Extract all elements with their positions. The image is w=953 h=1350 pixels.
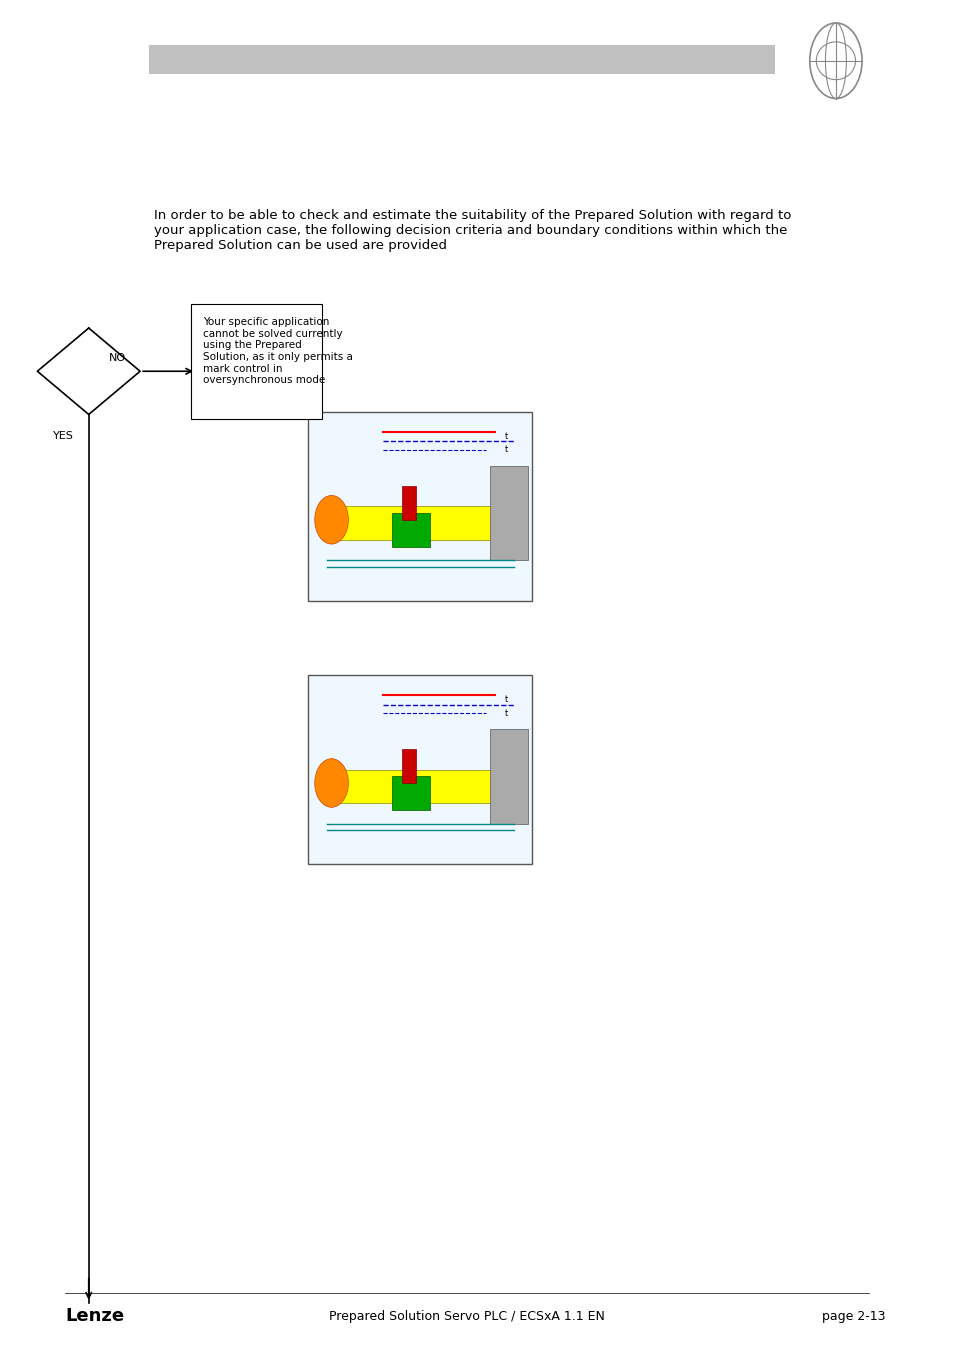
FancyBboxPatch shape — [401, 749, 416, 783]
Text: NO: NO — [109, 354, 126, 363]
FancyBboxPatch shape — [192, 304, 322, 418]
Text: Prepared Solution Servo PLC / ECSxA 1.1 EN: Prepared Solution Servo PLC / ECSxA 1.1 … — [329, 1310, 604, 1323]
Text: YES: YES — [52, 431, 73, 440]
Text: Your specific application
cannot be solved currently
using the Prepared
Solution: Your specific application cannot be solv… — [202, 317, 353, 385]
Text: page 2-13: page 2-13 — [821, 1310, 884, 1323]
Text: Lenze: Lenze — [66, 1307, 125, 1326]
Text: t: t — [504, 709, 507, 717]
Text: t: t — [504, 432, 507, 440]
FancyBboxPatch shape — [150, 45, 775, 74]
FancyBboxPatch shape — [327, 769, 513, 803]
Text: t: t — [504, 695, 507, 703]
Text: In order to be able to check and estimate the suitability of the Prepared Soluti: In order to be able to check and estimat… — [154, 209, 791, 252]
FancyBboxPatch shape — [327, 506, 513, 540]
FancyBboxPatch shape — [392, 513, 429, 547]
FancyBboxPatch shape — [392, 776, 429, 810]
Text: t: t — [504, 446, 507, 454]
Circle shape — [314, 759, 348, 807]
FancyBboxPatch shape — [490, 729, 527, 823]
FancyBboxPatch shape — [401, 486, 416, 520]
FancyBboxPatch shape — [308, 675, 532, 864]
Circle shape — [314, 495, 348, 544]
FancyBboxPatch shape — [308, 412, 532, 601]
FancyBboxPatch shape — [490, 466, 527, 560]
